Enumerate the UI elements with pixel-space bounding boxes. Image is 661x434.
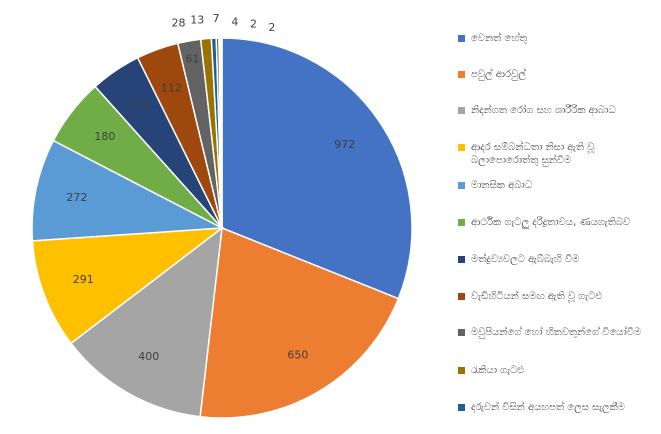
legend-item: නිදන්ගත රෝග සහ ශාරීරික ආබාධ xyxy=(458,104,658,117)
legend-item: වෙනත් හේතු xyxy=(458,32,658,45)
legend-swatch xyxy=(458,107,465,114)
legend-label: පවුල් ආරවුල් xyxy=(471,69,526,80)
data-label: 650 xyxy=(287,348,308,361)
data-label: 61 xyxy=(185,53,199,66)
legend-swatch xyxy=(458,35,465,42)
legend-label: වැඩිහිටියන් සමඟ ඇති වූ ගැටළු xyxy=(471,291,603,302)
pie-slice xyxy=(31,227,225,345)
pie-slice xyxy=(220,37,223,229)
legend-item: පවුල් ආරවුල් xyxy=(458,68,658,81)
legend-swatch xyxy=(458,404,465,411)
legend-label: මානසික අබාධ xyxy=(471,180,533,191)
pie-slice xyxy=(199,226,400,419)
data-label: 291 xyxy=(73,273,94,286)
data-label: 972 xyxy=(334,138,355,151)
legend-swatch xyxy=(458,329,465,336)
legend-item: මවුපියන්ගේ හෝ හිතවතුන්ගේ වියෝවීම xyxy=(458,326,658,339)
data-label: 13 xyxy=(190,13,204,26)
data-label: 7 xyxy=(213,12,220,25)
pie-slice xyxy=(221,37,413,300)
data-label: 112 xyxy=(161,82,182,95)
data-label: 272 xyxy=(66,191,87,204)
legend-label: මවුපියන්ගේ හෝ හිතවතුන්ගේ වියෝවීම xyxy=(471,327,642,338)
pie-slice xyxy=(31,139,225,242)
data-label: 180 xyxy=(94,130,115,143)
legend-item: ආදර සම්බන්ධතා නිසා ඇති වූ බලාපොරොත්තු සු… xyxy=(458,141,658,167)
legend-swatch xyxy=(458,71,465,78)
legend-item: මානසික අබාධ xyxy=(458,179,658,192)
legend-label: ආර්ථික ගැටලු දරිද්‍රතාවය, ණයගැතිබව xyxy=(471,217,631,228)
legend-item: වැඩිහිටියන් සමඟ ඇති වූ ගැටළු xyxy=(458,290,658,303)
legend-item: රැකියා ගැටළු xyxy=(458,364,658,377)
data-label: 2 xyxy=(250,17,257,30)
legend-label: නිදන්ගත රෝග සහ ශාරීරික ආබාධ xyxy=(471,105,616,116)
legend-swatch xyxy=(458,144,465,151)
legend-swatch xyxy=(458,219,465,226)
legend-label: ආදර සම්බන්ධතා නිසා ඇති වූ බලාපොරොත්තු සු… xyxy=(471,142,595,166)
legend-swatch xyxy=(458,293,465,300)
legend-item: මත්ද්‍රව්‍යවලට ඇබ්බැහි වීම xyxy=(458,253,658,266)
legend-label: දරුවන් විසින් අයහපත් ලෙස සැලකීම xyxy=(471,402,625,413)
data-label: 400 xyxy=(138,350,159,363)
legend-label: මත්ද්‍රව්‍යවලට ඇබ්බැහි වීම xyxy=(471,254,580,265)
pie-slice xyxy=(69,226,223,418)
legend-label: රැකියා ගැටළු xyxy=(471,365,525,376)
legend-swatch xyxy=(458,256,465,263)
data-label: 2 xyxy=(268,21,275,34)
legend-label: වෙනත් හේතු xyxy=(471,33,528,44)
data-label: 4 xyxy=(231,15,238,28)
data-label: 28 xyxy=(172,17,186,30)
data-label: 135 xyxy=(128,98,149,111)
legend-swatch xyxy=(458,367,465,374)
legend-item: දරුවන් විසින් අයහපත් ලෙස සැලකීම xyxy=(458,401,658,414)
legend-item: ආර්ථික ගැටලු දරිද්‍රතාවය, ණයගැතිබව xyxy=(458,216,658,229)
legend-swatch xyxy=(458,182,465,189)
